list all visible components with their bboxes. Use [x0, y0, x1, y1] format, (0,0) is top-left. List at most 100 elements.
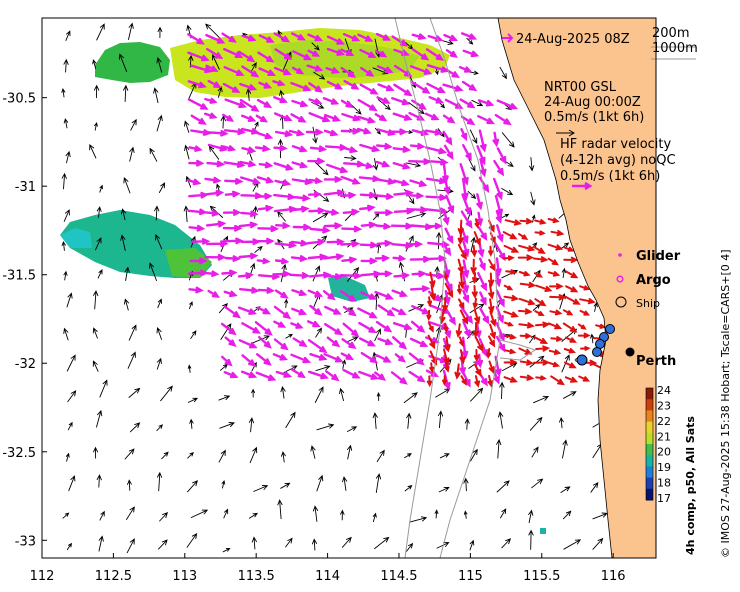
gsl-scale: 0.5m/s (1kt 6h)	[544, 110, 644, 125]
gsl-current-arrow	[288, 129, 305, 137]
model-current-arrow	[124, 448, 135, 460]
gsl-current-arrow	[258, 81, 273, 89]
gsl-current-arrow	[340, 352, 355, 360]
colorbar-swatch	[646, 388, 653, 400]
model-current-arrow	[339, 387, 345, 402]
model-current-arrow	[439, 453, 450, 459]
hf-radar-arrow	[457, 231, 464, 246]
gsl-current-arrow	[272, 80, 286, 87]
gsl-current-arrow	[324, 323, 343, 336]
model-current-arrow	[120, 234, 126, 251]
model-current-arrow	[208, 145, 220, 160]
gsl-time: 24-Aug 00:00Z	[544, 95, 641, 110]
colorbar-tick-label: 20	[657, 446, 671, 459]
gsl-current-arrow	[460, 210, 473, 229]
model-current-arrow	[205, 23, 220, 38]
land-western-australia	[497, 17, 657, 559]
gsl-current-arrow	[376, 239, 393, 247]
gsl-current-arrow	[410, 65, 433, 75]
colorbar-swatch	[646, 444, 653, 456]
gsl-current-arrow	[254, 145, 271, 152]
hf-radar-arrow	[429, 271, 436, 289]
gsl-current-arrow	[273, 32, 291, 43]
gsl-current-arrow	[479, 307, 490, 325]
hf-radar-arrow	[532, 256, 549, 263]
gsl-title: NRT00 GSL	[544, 80, 617, 95]
gsl-current-arrow	[340, 240, 361, 248]
gsl-current-arrow	[275, 222, 291, 229]
gsl-current-arrow	[359, 83, 379, 95]
gsl-current-arrow	[374, 178, 397, 185]
hf-radar-arrow	[518, 233, 529, 240]
model-current-arrow	[277, 499, 283, 520]
gsl-current-arrow	[493, 159, 505, 177]
hf-radar-arrow	[457, 258, 464, 275]
hf-radar-arrow	[577, 323, 587, 330]
gsl-current-arrow	[495, 289, 505, 308]
hf-radar-arrow	[547, 271, 561, 277]
gsl-current-arrow	[409, 285, 431, 292]
perth-dot-icon	[625, 347, 635, 357]
model-current-arrow	[340, 509, 345, 521]
gsl-current-arrow	[322, 253, 345, 261]
gsl-current-arrow	[376, 65, 394, 74]
model-current-arrow	[528, 529, 534, 550]
hf-radar-arrow	[503, 284, 514, 291]
gsl-current-arrow	[479, 291, 487, 306]
model-current-arrow	[501, 188, 514, 196]
hf-radar-arrow	[533, 359, 551, 366]
gsl-current-arrow	[221, 269, 238, 277]
model-current-arrow	[311, 538, 318, 551]
model-current-arrow	[61, 172, 67, 190]
hf-radar-arrow	[471, 244, 478, 258]
gsl-current-arrow	[187, 98, 209, 110]
model-current-arrow	[311, 101, 325, 109]
model-current-arrow	[466, 37, 474, 45]
hf-radar-arrow	[519, 333, 533, 339]
gsl-current-arrow	[323, 129, 339, 137]
gsl-current-arrow	[190, 64, 213, 74]
gsl-current-arrow	[392, 161, 411, 170]
model-current-arrow	[218, 395, 231, 401]
gsl-current-arrow	[241, 34, 257, 42]
gsl-current-arrow	[360, 351, 379, 364]
model-current-arrow	[218, 449, 226, 463]
glider-symbol-icon	[618, 253, 622, 257]
model-current-arrow	[316, 423, 335, 431]
gsl-current-arrow	[306, 64, 324, 72]
gsl-current-arrow	[222, 209, 242, 216]
model-current-arrow	[315, 162, 329, 176]
gsl-current-arrow	[309, 226, 331, 234]
date-label: 24-Aug-2025 08Z	[516, 32, 630, 47]
gsl-current-arrow	[291, 307, 308, 316]
model-current-arrow	[61, 240, 66, 251]
gsl-current-arrow	[307, 33, 324, 42]
model-current-arrow	[120, 208, 127, 221]
hf-radar-arrow	[488, 259, 496, 272]
gsl-current-arrow	[442, 114, 456, 124]
gsl-current-arrow	[393, 272, 411, 279]
gsl-current-arrow	[240, 210, 259, 218]
gsl-current-arrow	[205, 64, 219, 72]
model-current-arrow	[342, 476, 348, 491]
gsl-current-arrow	[220, 322, 237, 336]
gsl-current-arrow	[392, 112, 413, 121]
gsl-current-arrow	[391, 242, 414, 249]
model-current-arrow	[347, 336, 359, 342]
gsl-current-arrow	[273, 66, 292, 76]
gsl-current-arrow	[305, 128, 324, 136]
gsl-current-arrow	[496, 224, 504, 243]
model-current-arrow	[221, 480, 226, 489]
gsl-current-arrow	[188, 224, 206, 232]
hf-radar-arrow	[504, 334, 517, 340]
ship-label: Ship	[636, 297, 660, 310]
hf-radar-arrow	[457, 244, 467, 261]
gsl-current-arrow	[309, 353, 328, 361]
model-current-arrow	[563, 539, 582, 550]
gsl-current-arrow	[477, 99, 495, 107]
gsl-current-arrow	[341, 225, 363, 233]
model-current-arrow	[377, 99, 391, 111]
gsl-current-arrow	[187, 208, 208, 216]
gsl-current-arrow	[460, 127, 468, 142]
gsl-current-arrow	[258, 34, 275, 43]
